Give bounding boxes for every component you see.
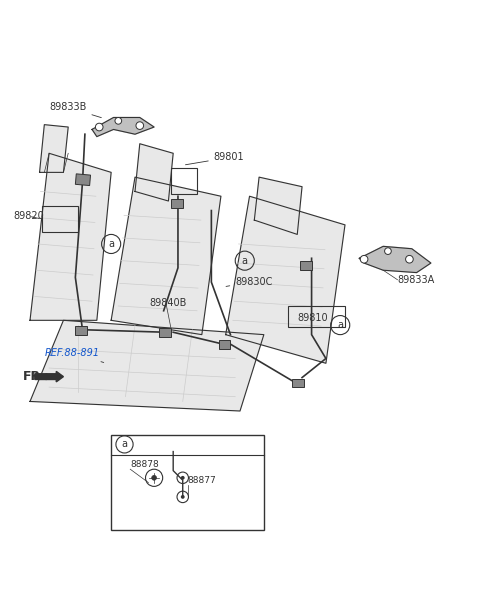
Bar: [288, 306, 345, 327]
Text: 89810: 89810: [297, 313, 328, 323]
Bar: [300, 261, 312, 271]
Circle shape: [115, 118, 121, 124]
Circle shape: [96, 123, 103, 131]
Circle shape: [360, 255, 368, 263]
Text: a: a: [121, 439, 128, 449]
Polygon shape: [111, 177, 221, 335]
Circle shape: [136, 122, 144, 129]
Text: 89833B: 89833B: [49, 102, 101, 118]
Bar: [218, 340, 230, 349]
Text: a: a: [337, 320, 343, 330]
Bar: [111, 435, 264, 530]
Text: REF.88-891: REF.88-891: [44, 348, 104, 362]
Polygon shape: [360, 247, 431, 272]
Text: 88877: 88877: [188, 476, 216, 485]
FancyArrow shape: [35, 371, 63, 382]
Polygon shape: [226, 196, 345, 364]
Polygon shape: [30, 320, 264, 411]
Circle shape: [152, 476, 156, 480]
Bar: [75, 326, 87, 335]
Bar: [292, 379, 304, 387]
Text: 89820: 89820: [13, 211, 44, 221]
Circle shape: [406, 255, 413, 263]
Polygon shape: [135, 144, 173, 201]
Text: 89830C: 89830C: [226, 277, 273, 286]
Bar: [75, 174, 91, 185]
Text: a: a: [242, 256, 248, 266]
Text: FR.: FR.: [23, 370, 46, 383]
Circle shape: [181, 476, 185, 480]
Bar: [159, 329, 171, 337]
Text: 88878: 88878: [130, 460, 159, 469]
Text: a: a: [108, 239, 114, 249]
Polygon shape: [30, 153, 111, 320]
Bar: [42, 206, 78, 232]
Text: 89840B: 89840B: [149, 298, 187, 308]
Polygon shape: [254, 177, 302, 234]
Bar: [171, 199, 183, 208]
Text: 89801: 89801: [185, 152, 244, 165]
Text: 89833A: 89833A: [397, 275, 435, 285]
Polygon shape: [39, 125, 68, 173]
Polygon shape: [92, 118, 154, 136]
Bar: [171, 168, 197, 194]
Circle shape: [181, 495, 185, 499]
Circle shape: [384, 248, 391, 255]
